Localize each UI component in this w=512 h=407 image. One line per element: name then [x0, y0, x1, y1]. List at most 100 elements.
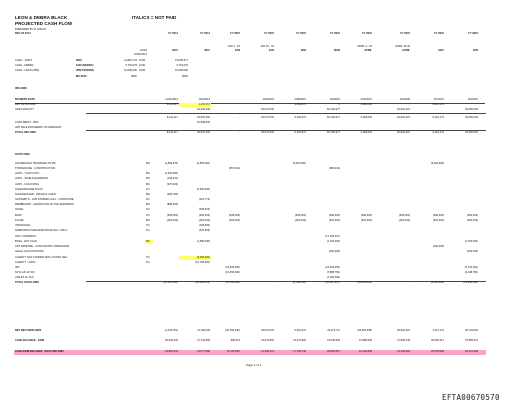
entity-title: LEON & DEBRA BLACK	[15, 15, 68, 20]
inflow-cell: 1,278,157	[198, 103, 210, 106]
cash-balance-cell: 39,082,317	[431, 339, 444, 342]
inflow-cell: 5,442,174	[432, 115, 444, 119]
inflow-subtotal-rule	[86, 112, 486, 114]
outflow-row-code: MS	[146, 240, 150, 243]
inflow-cell: 4,184,003	[360, 115, 372, 119]
legend-note: ITALICS = NOT PAID	[132, 15, 177, 20]
net-flow-cell: 5,401,973	[294, 329, 306, 332]
outflow-cell: (3,448,750)	[464, 271, 478, 274]
inflow-cell: 59,160,977	[327, 115, 340, 119]
report-subtitle: PROJECTED CASH FLOW	[15, 21, 73, 26]
outflow-row-label: IRS	[15, 266, 20, 269]
cash-account-date: 10/31	[139, 64, 146, 68]
total-inflows-label: TOTAL INFLOWS	[15, 130, 37, 134]
payment-date-cell: 2/28/2015	[294, 98, 306, 101]
inflows-title: INFLOWS	[15, 87, 27, 90]
outflow-row-code: MS	[146, 177, 150, 180]
outflow-row-label: USE ET AL TAX	[15, 276, 34, 279]
outflow-cell: (108,380)	[198, 224, 210, 227]
payment-date-cell: 6/3/2015	[467, 98, 478, 101]
outflow-row-code: FO	[146, 208, 150, 211]
outflow-row-label: ART EXPENSE - CONSULTANT/ INSURANCE	[15, 245, 70, 248]
total-outflows-cell: (4,168,000)	[430, 281, 444, 284]
net-flow-cell: 1,274,174	[432, 329, 444, 332]
inflow-cell: 49,656,630	[465, 108, 478, 111]
outflow-cell: (15,450,000)	[225, 271, 240, 274]
outflow-cell: (108,303)	[198, 208, 210, 211]
outflow-cell: (462,000)	[228, 219, 240, 222]
outflow-row-label: JAR'S - GOLD RING	[15, 183, 39, 186]
outflow-row-code: FO	[146, 229, 150, 232]
net-flow-cell: (1,443,781)	[164, 329, 178, 332]
inflow-cell: 20,922,621	[397, 108, 410, 111]
total-outflows-cell: (3,768,000)	[292, 281, 306, 284]
outflow-row-label: BOFA - ART LOAN	[15, 240, 37, 243]
outflow-cell: (605,000)	[198, 214, 210, 217]
column-fiscal-year: FY 2015	[362, 32, 372, 35]
outflow-cell: (386,010)	[328, 167, 340, 170]
outflow-cell: (606,000)	[432, 214, 444, 217]
pink-highlight-band	[14, 350, 486, 355]
outflow-row-label: NARROWS PURCHASE PRICE ADJ - APO 1	[15, 229, 68, 232]
payment-date-cell: 4/15/2015	[360, 98, 372, 101]
outflow-cell: (299,780)	[166, 193, 178, 196]
outflow-cell: (606,000)	[328, 214, 340, 217]
total-outflows-cell: (12,934,000)	[463, 281, 478, 284]
inflow-cell: 25,503,152	[197, 115, 210, 119]
column-fiscal-year: FY 2015	[230, 32, 240, 35]
outflow-cell: (6,723,250)	[464, 266, 478, 269]
cash-account-balance: 10,000,000	[124, 69, 137, 73]
outflow-cell: (7,000,000)	[326, 276, 340, 279]
column-fiscal-year: FY 2015	[434, 32, 444, 35]
outflow-row-label: REMBRANDT - ADORATION OF THE SHEPARDS	[15, 203, 74, 206]
outflow-row-code: FO	[146, 256, 150, 259]
outflow-cell: (606,000)	[466, 214, 478, 217]
column-period: FEB	[300, 49, 306, 52]
total-inflows-cell: 20,922,621	[397, 130, 410, 134]
outflow-row-code: FO	[146, 214, 150, 217]
outflows-title: OUTFLOWS	[15, 153, 30, 156]
outflow-row-label: TOWNHOUSE - CONSTRUCTION	[15, 167, 56, 170]
payment-date-cell: 4/24/205	[399, 98, 410, 101]
outflow-row-label: SOTHEBY'S - JOB STRIKER COLL - FURNITURE	[15, 198, 74, 201]
outflow-row-label: BOAT	[15, 214, 22, 217]
column-subperiod: APRIL 16-30	[395, 45, 410, 48]
outflow-row-label: CHARITY - ADD'L	[15, 261, 36, 264]
outflow-row-label: JAR'S - SHIELD EARRINGS	[15, 177, 49, 180]
column-subperiod: APRIL 1 - 15	[357, 45, 372, 48]
outflow-row-label: LEGAL & ACCOUNTING	[15, 250, 44, 253]
outflow-row-label: SCHONGAUER - VIRGIN & CHILD	[15, 193, 56, 196]
outflow-cell: (200,000)	[328, 250, 340, 253]
cash-balance-cell: 16,885,528	[359, 339, 372, 342]
outflow-row-label: CHARITY NOT FUNDED WITH LISTED SEC	[15, 256, 68, 259]
column-period: APRIL	[402, 49, 410, 52]
outflow-row-code: MS	[146, 219, 150, 222]
column-subperiod: JAN 16 - 31	[260, 45, 274, 48]
cash-account-number: 0945	[76, 59, 82, 62]
outflow-row-label: HOUSEHOLD/ TRANSFER TO MS	[15, 162, 56, 165]
inflow-cell: -	[409, 103, 410, 106]
cash-balance-cell: 43,546,536	[327, 339, 340, 342]
cash-balance-cell: 26,546,620	[165, 339, 178, 342]
payment-date-cell: 3/3/2015	[329, 98, 340, 101]
cash-balance-cell: 75,805,947	[465, 339, 478, 342]
outflow-row-label: NYS/ CA/ IA TAX	[15, 271, 35, 274]
column-fiscal-year: FY 2015	[400, 32, 410, 35]
column-fiscal-year: FY 2015	[330, 32, 340, 35]
cash-account-nov: 6,704,679	[176, 64, 188, 68]
outflow-row-code: FO	[146, 188, 150, 191]
total-outflows-cell: -	[409, 281, 410, 284]
cash-account-nov: 10,000,000	[175, 69, 188, 73]
total-inflows-cell: 18,072,534	[261, 130, 274, 134]
total-inflows-cell: -	[239, 130, 240, 134]
outflow-cell: (2,853,000)	[196, 162, 210, 165]
inflow-cell: 49,656,630	[465, 115, 478, 119]
outflow-cell: (462,000)	[466, 219, 478, 222]
net-flow-cell: 36,723,630	[465, 329, 478, 332]
column-period: MAR	[334, 49, 340, 52]
outflow-cell: (19,909,000)	[225, 266, 240, 269]
payment-date-cell: 11/21/2014	[165, 98, 178, 101]
net-flow-cell: (26,660,998)	[357, 329, 372, 332]
total-inflows-cell: 59,160,977	[327, 130, 340, 134]
